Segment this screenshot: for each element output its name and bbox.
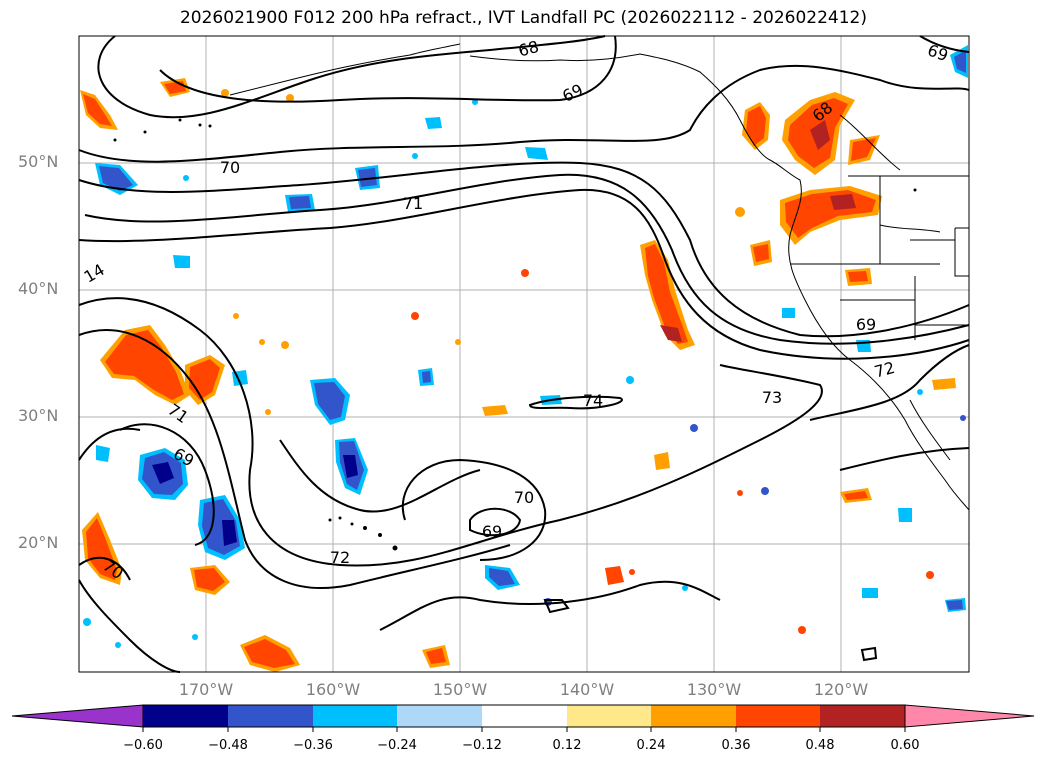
lon-label: 170°W bbox=[178, 680, 234, 699]
colorbar-swatch bbox=[482, 705, 567, 727]
lon-label: 140°W bbox=[559, 680, 615, 699]
map-frame bbox=[78, 35, 970, 673]
contour-label: 73 bbox=[762, 388, 782, 407]
colorbar-tick-label: −0.36 bbox=[293, 738, 333, 753]
colorbar-extend-low bbox=[11, 704, 144, 728]
colorbar-tick-label: 0.60 bbox=[890, 738, 920, 753]
colorbar-tick-label: 0.48 bbox=[805, 738, 835, 753]
contour-label: 72 bbox=[330, 548, 350, 567]
colorbar-extend-high bbox=[904, 704, 1035, 728]
contour-label: 68 bbox=[516, 37, 541, 61]
colorbar-swatch bbox=[143, 705, 228, 727]
contour-label: 69 bbox=[482, 522, 502, 541]
colorbar-tick-label: −0.60 bbox=[123, 738, 163, 753]
contour-label: 72 bbox=[872, 358, 897, 382]
colorbar-tick-label: 0.12 bbox=[552, 738, 582, 753]
lon-label: 160°W bbox=[305, 680, 361, 699]
colorbar-swatch bbox=[820, 705, 905, 727]
colorbar-swatch bbox=[397, 705, 482, 727]
lon-label: 150°W bbox=[432, 680, 488, 699]
colorbar-tick-label: −0.24 bbox=[377, 738, 417, 753]
colorbar-swatch bbox=[313, 705, 397, 727]
coastlines bbox=[229, 43, 970, 511]
colorbar-tick-label: −0.12 bbox=[462, 738, 502, 753]
island-markers bbox=[113, 118, 917, 551]
colorbar-swatch bbox=[567, 705, 651, 727]
colorbar-frame bbox=[142, 704, 906, 728]
positive-anomaly-shading bbox=[80, 78, 956, 672]
colorbar-swatch bbox=[651, 705, 736, 727]
contour-label: 69 bbox=[856, 315, 876, 334]
refractivity-contours bbox=[78, 35, 970, 673]
contour-label: 71 bbox=[403, 194, 423, 213]
colorbar-swatch bbox=[228, 705, 313, 727]
colorbar bbox=[11, 704, 1035, 732]
colorbar-tick-label: −0.48 bbox=[208, 738, 248, 753]
colorbar-swatch bbox=[736, 705, 820, 727]
lat-label: 50°N bbox=[18, 152, 59, 171]
contour-label: 70 bbox=[514, 488, 534, 507]
lon-label: 130°W bbox=[686, 680, 742, 699]
map-title: 2026021900 F012 200 hPa refract., IVT La… bbox=[179, 8, 867, 28]
lat-label: 40°N bbox=[18, 279, 59, 298]
lat-label: 30°N bbox=[18, 406, 59, 425]
colorbar-ticks bbox=[142, 727, 906, 732]
negative-anomaly-shading bbox=[83, 45, 968, 648]
contour-label: 70 bbox=[220, 158, 240, 177]
lon-label: 120°W bbox=[813, 680, 869, 699]
lat-label: 20°N bbox=[18, 533, 59, 552]
colorbar-tick-label: 0.24 bbox=[636, 738, 666, 753]
colorbar-tick-label: 0.36 bbox=[721, 738, 751, 753]
contour-label: 74 bbox=[583, 391, 603, 410]
